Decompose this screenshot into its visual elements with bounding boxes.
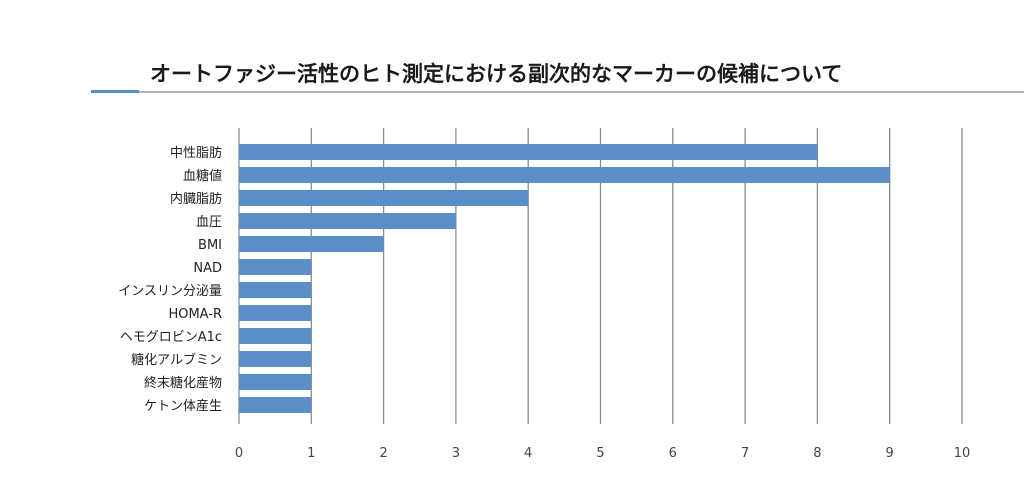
x-tick-labels: 0 1 2 3 4 5 6 7 8 9 10: [235, 446, 970, 461]
category-label: 内臓脂肪: [170, 191, 222, 207]
category-label: NAD: [193, 261, 222, 276]
x-tick-label: 9: [886, 446, 894, 461]
bars: [239, 144, 890, 413]
x-tick-label: 8: [813, 446, 821, 461]
x-tick-label: 3: [452, 446, 460, 461]
category-label: 終末糖化産物: [144, 375, 222, 391]
x-tick-label: 4: [524, 446, 532, 461]
category-label: 血糖値: [183, 168, 222, 184]
category-label: 血圧: [196, 215, 222, 230]
x-tick-label: 1: [307, 446, 315, 461]
x-tick-label: 7: [741, 446, 749, 461]
bar: [239, 374, 312, 390]
category-label: インスリン分泌量: [118, 284, 222, 299]
x-tick-label: 2: [379, 446, 387, 461]
x-tick-label: 0: [235, 446, 243, 461]
category-label: 中性脂肪: [170, 145, 222, 161]
chart-title: オートファジー活性のヒト測定における副次的なマーカーの候補について: [150, 62, 843, 86]
category-label: ヘモグロビンA1c: [120, 330, 222, 345]
category-label: 糖化アルブミン: [131, 352, 222, 368]
category-label: BMI: [198, 238, 222, 253]
bar: [239, 144, 818, 160]
bar: [239, 190, 529, 206]
category-label: HOMA-R: [168, 307, 222, 322]
bar: [239, 397, 312, 413]
bar: [239, 305, 312, 321]
bar: [239, 328, 312, 344]
bar: [239, 213, 456, 229]
bar: [239, 259, 312, 275]
bar: [239, 282, 312, 298]
x-tick-label: 5: [596, 446, 604, 461]
bar: [239, 351, 312, 367]
title-accent-rule: [91, 90, 139, 93]
x-tick-label: 10: [954, 446, 971, 461]
x-tick-label: 6: [669, 446, 677, 461]
bar: [239, 167, 890, 183]
category-label: ケトン体産生: [144, 398, 222, 414]
title-underline-rule: [139, 91, 1024, 93]
bar: [239, 236, 384, 252]
